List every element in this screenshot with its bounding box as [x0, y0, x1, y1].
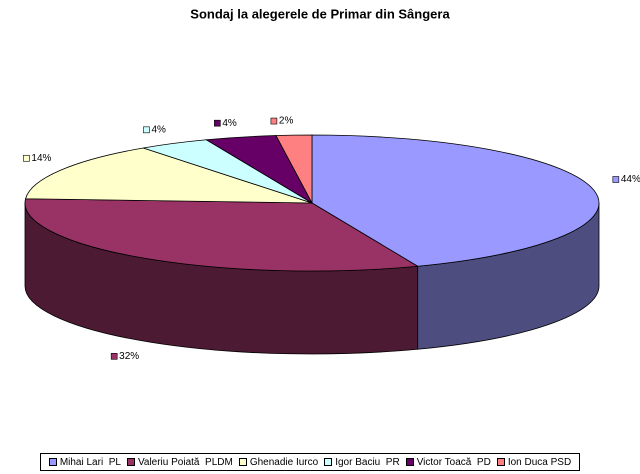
legend-label: Valeriu Poiată PLDM	[137, 456, 233, 468]
label-key	[612, 176, 620, 183]
legend-item: Ion Duca PSD	[496, 456, 572, 468]
legend-label: Ion Duca PSD	[507, 456, 572, 468]
legend-swatch	[496, 458, 505, 466]
chart-title: Sondaj la alegerele de Primar din Sânger…	[190, 6, 450, 21]
slice	[24, 198, 419, 272]
legend-swatch	[48, 458, 57, 466]
legend-label: Ghenadie Iurco	[249, 456, 319, 468]
data-label: 44%	[621, 174, 640, 185]
legend-label: Mihai Lari PL	[59, 456, 121, 468]
legend-item: Valeriu Poiată PLDM	[126, 456, 233, 468]
label-key	[110, 353, 118, 360]
data-label: 2%	[279, 116, 294, 127]
legend-item: Victor Toacă PD	[405, 456, 491, 468]
slice	[275, 134, 313, 204]
data-label: 4%	[222, 118, 237, 129]
legend-label: Igor Baciu PR	[335, 456, 400, 468]
legend-swatch	[405, 458, 414, 466]
label-key	[143, 126, 150, 134]
data-label: 32%	[119, 351, 139, 362]
legend: Mihai Lari PL Valeriu Poiată PLDM Ghenadie…	[40, 453, 580, 471]
label-key	[23, 154, 30, 162]
legend-item: Mihai Lari PL	[48, 456, 121, 468]
label-key	[214, 119, 221, 127]
legend-swatch	[126, 458, 135, 466]
data-label: 4%	[151, 124, 166, 135]
legend-swatch	[324, 458, 333, 466]
legend-label: Victor Toacă PD	[416, 456, 491, 468]
legend-swatch	[238, 458, 247, 466]
chart: Sondaj la alegerele de Primar din Sânger…	[23, 6, 640, 362]
data-label: 14%	[31, 153, 51, 164]
slice	[25, 147, 313, 204]
slice	[311, 134, 600, 267]
legend-item: Ghenadie Iurco	[238, 456, 319, 468]
label-key	[270, 117, 278, 125]
legend-item: Igor Baciu PR	[324, 456, 400, 468]
